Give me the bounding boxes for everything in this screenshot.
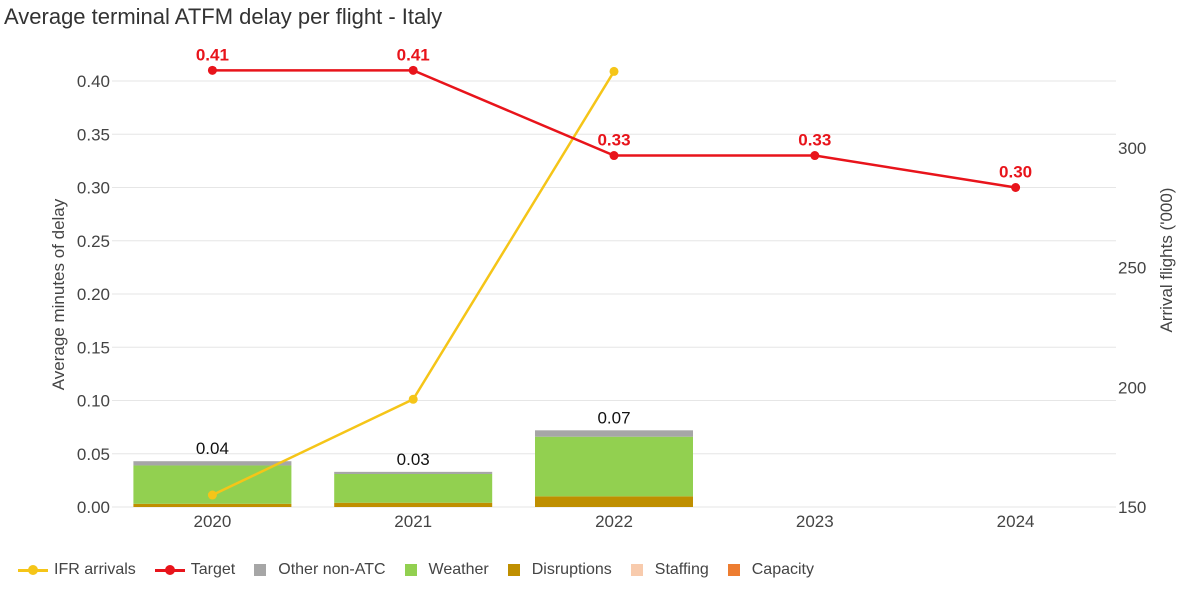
y-tick-label: 0.05 [77, 445, 110, 464]
y2-tick-label: 200 [1118, 378, 1146, 397]
y-tick-label: 0.25 [77, 232, 110, 251]
target-point [810, 151, 820, 161]
y-tick-label: 0.10 [77, 392, 110, 411]
target-data-label: 0.30 [999, 163, 1032, 182]
x-tick-label: 2021 [394, 512, 432, 531]
bar-total-label: 0.03 [397, 450, 430, 469]
target-point [207, 65, 217, 75]
legend-label-disruptions: Disruptions [531, 561, 612, 578]
ifr-arrivals-point [207, 490, 217, 500]
legend-item-other-non-atc[interactable]: Other non-ATC [254, 561, 386, 579]
ifr-arrivals-point [408, 394, 418, 404]
legend-square-icon [404, 564, 417, 576]
bar-segment-other-non-atc [334, 471, 493, 474]
legend-item-capacity[interactable]: Capacity [727, 561, 814, 579]
ifr-arrivals-point [609, 66, 619, 76]
legend-dot-icon [164, 565, 175, 575]
bar-segment-other-non-atc [535, 430, 693, 437]
legend-label-capacity: Capacity [751, 561, 814, 578]
y2-tick-label: 250 [1118, 259, 1146, 278]
target-point [1011, 183, 1021, 192]
target-data-label: 0.41 [196, 45, 229, 64]
x-tick-label: 2022 [595, 512, 633, 531]
y2-axis-title: Arrival flights ('000) [1157, 188, 1176, 333]
y-tick-label: 0.00 [77, 498, 110, 517]
legend-line-icon [18, 561, 48, 579]
target-data-label: 0.41 [397, 45, 430, 64]
y2-tick-label: 150 [1118, 498, 1146, 517]
legend-dot-icon [28, 565, 38, 575]
bar-total-label: 0.07 [597, 408, 630, 427]
bar-segment-disruptions [535, 496, 693, 507]
legend-label-target: Target [190, 561, 236, 578]
x-tick-label: 2020 [193, 512, 231, 531]
legend: IFR arrivals Target Other non-ATC Weathe… [18, 561, 833, 579]
legend-label-other-non-atc: Other non-ATC [278, 561, 386, 578]
legend-item-target[interactable]: Target [154, 561, 236, 579]
chart-canvas: 0.00 0.05 0.10 0.15 0.20 0.25 0.30 0.35 0.40 150 2… [49, 45, 1176, 531]
legend-label-ifr-arrivals: IFR arrivals [54, 561, 136, 578]
legend-item-weather[interactable]: Weather [404, 561, 489, 579]
chart-title: Average terminal ATFM delay per flight -… [4, 4, 443, 29]
y-tick-label: 0.15 [77, 338, 110, 357]
y-tick-label: 0.30 [77, 179, 110, 198]
legend-square-icon [254, 564, 267, 576]
target-data-label: 0.33 [597, 131, 630, 150]
y-tick-label: 0.40 [77, 72, 110, 91]
y-axis-title: Average minutes of delay [49, 198, 68, 390]
y2-tick-label: 300 [1118, 139, 1146, 158]
target-point [408, 65, 418, 75]
bar-segment-other-non-atc [133, 461, 292, 466]
legend-square-icon [727, 564, 740, 576]
legend-square-icon [507, 564, 520, 576]
x-tick-label: 2024 [997, 512, 1035, 531]
y-tick-label: 0.35 [77, 125, 110, 144]
legend-item-disruptions[interactable]: Disruptions [507, 561, 612, 579]
target-line [212, 69, 1016, 189]
y-tick-label: 0.20 [77, 285, 110, 304]
legend-line-icon [154, 561, 185, 579]
bar-segment-disruptions [133, 503, 292, 507]
target-point [609, 151, 619, 161]
bar-total-label: 0.04 [196, 439, 229, 458]
bar-segment-disruptions [334, 502, 493, 507]
target-data-label: 0.33 [798, 131, 831, 150]
legend-label-weather: Weather [428, 561, 489, 578]
legend-label-staffing: Staffing [654, 561, 709, 578]
legend-square-icon [630, 564, 643, 576]
x-tick-label: 2023 [796, 512, 834, 531]
bar-segment-weather [535, 436, 693, 497]
bar-segment-weather [334, 473, 493, 503]
legend-item-staffing[interactable]: Staffing [630, 561, 709, 579]
legend-item-ifr-arrivals[interactable]: IFR arrivals [18, 561, 136, 579]
